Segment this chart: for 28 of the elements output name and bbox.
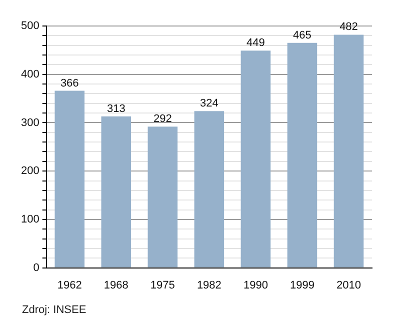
data-label: 482 [340, 21, 358, 34]
data-label: 292 [153, 113, 172, 126]
y-tick-label: 0 [33, 262, 40, 274]
x-tick-label: 1990 [243, 279, 268, 292]
data-label: 366 [60, 77, 79, 90]
data-label: 449 [246, 37, 265, 50]
x-tick-label: 1968 [104, 279, 128, 292]
y-tick-label: 200 [20, 165, 40, 178]
y-tick-label: 100 [20, 213, 40, 226]
bar [101, 116, 132, 268]
bar [194, 111, 224, 268]
data-label: 313 [106, 102, 126, 115]
x-tick-label: 1962 [57, 279, 82, 292]
bar [148, 126, 178, 268]
data-label: 324 [200, 98, 218, 110]
bar [334, 34, 364, 268]
x-tick-label: 1975 [150, 279, 175, 292]
y-tick-label: 300 [20, 116, 40, 129]
text: Zdroj: INSEE [22, 304, 86, 316]
x-tick-label: 1982 [196, 279, 222, 292]
y-tick-label: 500 [20, 20, 40, 32]
x-tick-label: 1999 [290, 279, 314, 292]
bar [54, 90, 84, 268]
bar [240, 50, 271, 268]
y-tick-label: 400 [20, 68, 40, 80]
data-label: 465 [293, 29, 312, 42]
bar [287, 42, 318, 268]
x-tick-label: 2010 [336, 279, 361, 292]
